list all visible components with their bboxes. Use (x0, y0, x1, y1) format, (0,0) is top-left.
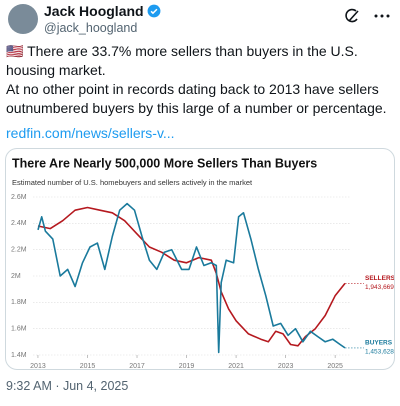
series-line (37, 202, 346, 354)
timestamp[interactable]: 9:32 AM · Jun 4, 2025 (6, 379, 129, 393)
y-tick-label: 2.2M (11, 247, 27, 254)
y-tick-label: 2.6M (11, 194, 27, 201)
y-tick-label: 1.8M (11, 299, 27, 306)
x-tick-label: 2021 (228, 363, 244, 369)
x-tick-label: 2013 (30, 363, 46, 369)
chart-title: There Are Nearly 500,000 More Sellers Th… (12, 156, 317, 170)
chart-card[interactable]: There Are Nearly 500,000 More Sellers Th… (5, 148, 395, 370)
author-name[interactable]: Jack Hoogland (44, 3, 161, 19)
series-name: SELLERS (365, 275, 394, 282)
x-tick-label: 2019 (179, 363, 195, 369)
author[interactable]: Jack Hoogland (44, 3, 144, 19)
chart-subtitle: Estimated number of U.S. homebuyers and … (12, 178, 253, 187)
tweet-link[interactable]: redfin.com/news/sellers-v... (6, 125, 175, 141)
chart: There Are Nearly 500,000 More Sellers Th… (11, 156, 394, 369)
x-tick-label: 2015 (80, 363, 96, 369)
verified-badge (148, 4, 161, 18)
more-icon[interactable] (374, 14, 390, 18)
handle[interactable]: @jack_hoogland (44, 21, 138, 35)
tweet-text: 🇺🇸 There are 33.7% more sellers than buy… (6, 43, 358, 78)
header-icons (345, 8, 390, 23)
x-tick-label: 2023 (278, 363, 294, 369)
y-tick-label: 1.4M (11, 352, 27, 359)
x-tick-label: 2025 (327, 363, 343, 369)
value-label: 1,943,669 (365, 284, 394, 291)
tweet-text: At no other point in records dating back… (6, 81, 387, 116)
grok-icon[interactable] (345, 8, 359, 23)
y-tick-label: 2.4M (11, 220, 27, 227)
y-tick-label: 1.6M (11, 326, 27, 333)
series-line (37, 206, 346, 347)
avatar[interactable] (8, 4, 38, 34)
y-tick-label: 2M (11, 273, 21, 280)
value-label: 1,453,628 (365, 349, 394, 356)
x-tick-label: 2017 (129, 363, 145, 369)
series-name: BUYERS (365, 340, 393, 347)
